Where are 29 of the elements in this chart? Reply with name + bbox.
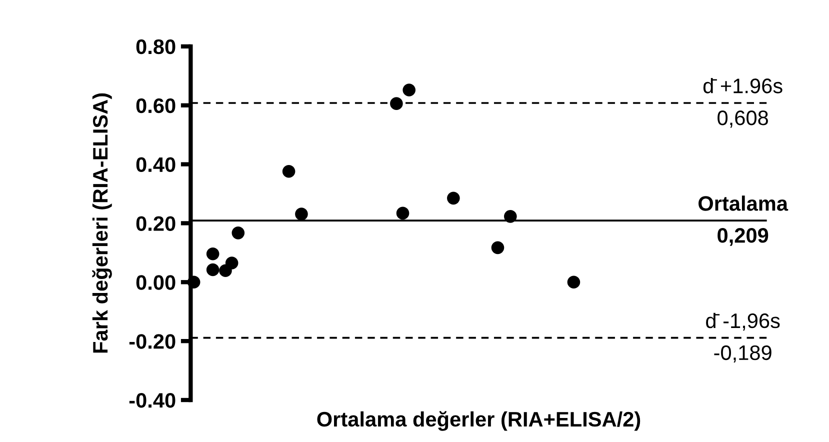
y-tick-label: -0.40 [129,393,176,408]
point [402,84,416,96]
point [225,256,238,270]
point [187,276,200,289]
point [447,192,460,205]
annotation: -0,189 [714,345,772,363]
annotation: 0,209 [718,228,768,246]
y-tick-label: 0.20 [136,216,176,231]
ref-line-label: d̄ +1.96s [703,78,782,94]
y-tick-label: 0.80 [136,39,176,54]
y-tick-label: -0.20 [129,334,176,349]
point [390,97,403,110]
annotation: 0,608 [718,110,768,128]
y-tick-label: 0.60 [136,98,176,114]
y-tick-label: 0.00 [136,275,176,290]
x-axis-title: Ortalama değerler (RIA+ELISA/2) [317,411,640,431]
point [491,241,504,254]
ref-line-label: d̄ -1,96s [706,312,780,331]
point [396,206,410,220]
ref-line-label: Ortalama [698,196,788,211]
point [295,208,308,220]
point [206,247,220,260]
point [504,210,517,223]
point [206,263,220,276]
point [567,276,580,289]
y-tick-label: 0.40 [136,157,176,172]
point [232,226,245,240]
point [282,164,296,178]
y-axis-title: Fark değerleri (RIA-ELISA) [92,93,112,353]
